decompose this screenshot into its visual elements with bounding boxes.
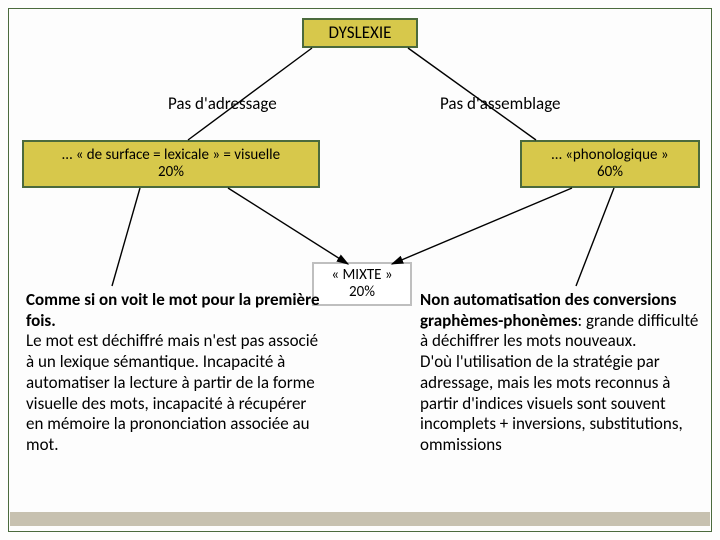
node-phonologique-percent: 60% xyxy=(597,164,623,181)
node-mixte-percent: 20% xyxy=(349,284,375,301)
description-left-rest: Le mot est déchiffré mais n'est pas asso… xyxy=(26,330,318,455)
description-right: Non automatisation des conversions graph… xyxy=(420,290,708,456)
node-mixte: « MIXTE » 20% xyxy=(312,262,412,306)
footer-stripe xyxy=(10,512,710,526)
description-left: Comme si on voit le mot pour la première… xyxy=(26,290,326,456)
root-box-dyslexie: DYSLEXIE xyxy=(302,18,418,48)
node-mixte-line1: « MIXTE » xyxy=(331,267,392,284)
branch-label-left: Pas d'adressage xyxy=(168,94,277,114)
root-text: DYSLEXIE xyxy=(329,23,392,43)
description-left-bold: Comme si on voit le mot pour la première… xyxy=(26,289,320,331)
description-right-rest: : grande difficulté à déchiffrer les mot… xyxy=(420,310,698,455)
node-lexicale: … « de surface = lexicale » = visuelle 2… xyxy=(22,140,320,188)
branch-label-right: Pas d'assemblage xyxy=(440,94,561,114)
node-lexicale-line1: … « de surface = lexicale » = visuelle xyxy=(62,147,280,164)
node-phonologique: … «phonologique » 60% xyxy=(520,140,700,188)
branch-label-left-text: Pas d'adressage xyxy=(168,93,277,114)
branch-label-right-text: Pas d'assemblage xyxy=(440,93,561,114)
node-phonologique-line1: … «phonologique » xyxy=(551,147,668,164)
node-lexicale-percent: 20% xyxy=(158,164,184,181)
